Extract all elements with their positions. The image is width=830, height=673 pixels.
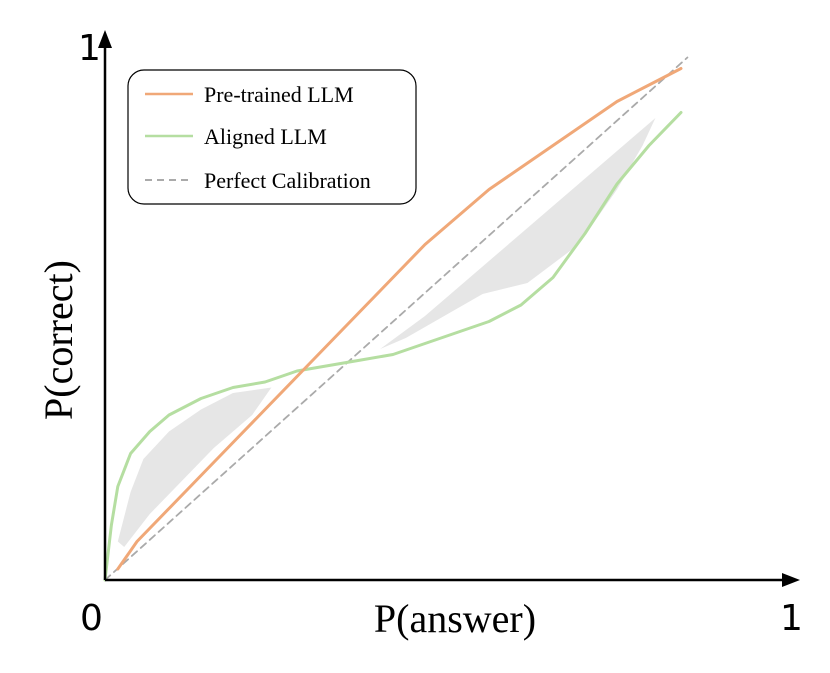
shaded-regions xyxy=(117,118,656,547)
x-axis-title: P(answer) xyxy=(374,596,536,641)
legend-label-perfect: Perfect Calibration xyxy=(204,168,371,193)
series-lines xyxy=(103,56,689,582)
legend-label-aligned: Aligned LLM xyxy=(204,124,327,149)
x-tick-label: 0 xyxy=(80,598,103,639)
x-tick-label: 1 xyxy=(780,598,803,639)
legend-box xyxy=(127,69,417,205)
legend-label-pretrained: Pre-trained LLM xyxy=(204,82,354,107)
series-line-pre-trained-llm xyxy=(116,67,683,571)
shaded-region-1 xyxy=(117,387,272,547)
series-line-aligned-llm xyxy=(103,111,683,582)
series-line-perfect-calibration xyxy=(104,56,689,581)
legend: Pre-trained LLM Aligned LLM Perfect Cali… xyxy=(127,69,417,205)
x-axis-arrow xyxy=(782,573,800,587)
y-axis-title: P(correct) xyxy=(36,260,81,420)
y-axis-arrow xyxy=(98,30,112,48)
shaded-region-2 xyxy=(380,118,656,349)
y-tick-label: 1 xyxy=(78,28,101,69)
